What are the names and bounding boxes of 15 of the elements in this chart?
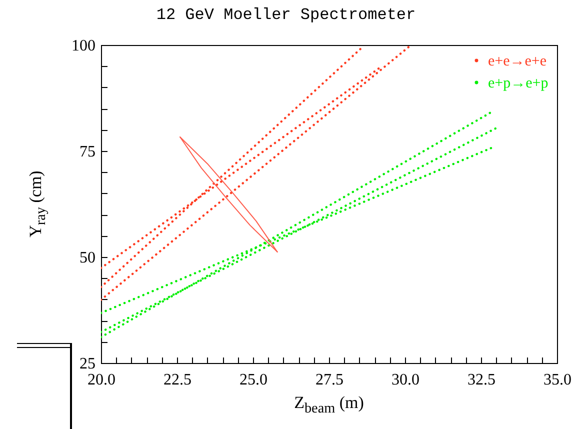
y-tick-label: 50 bbox=[80, 250, 96, 266]
x-tick-label: 27.5 bbox=[316, 372, 344, 388]
x-axis-title: Z$_{beam}$ (m) bbox=[294, 393, 364, 418]
x-tick-label: 22.5 bbox=[164, 372, 192, 388]
y-tick-label: 100 bbox=[72, 38, 96, 54]
y-tick-label: 75 bbox=[80, 144, 96, 160]
x-tick-label: 35.0 bbox=[544, 372, 572, 388]
chart-title: 12 GeV Moeller Spectrometer bbox=[155, 6, 417, 24]
x-tick-label: 25.0 bbox=[240, 372, 268, 388]
legend-label: e+p→e+p bbox=[488, 76, 548, 92]
x-tick-label: 32.5 bbox=[468, 372, 496, 388]
x-tick-label: 20.0 bbox=[88, 372, 116, 388]
y-tick-label: 25 bbox=[80, 356, 96, 372]
x-tick-label: 30.0 bbox=[392, 372, 420, 388]
legend-label: e+e→e+e bbox=[488, 54, 547, 70]
